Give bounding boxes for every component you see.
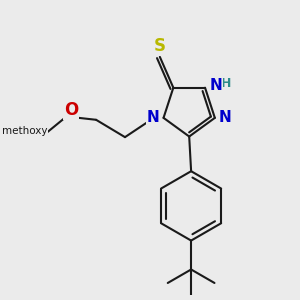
- Text: N: N: [147, 110, 159, 125]
- Text: S: S: [154, 37, 166, 55]
- Text: O: O: [64, 101, 78, 119]
- Text: methoxy: methoxy: [2, 126, 47, 136]
- Text: N: N: [209, 78, 222, 93]
- Text: N: N: [219, 110, 232, 125]
- Text: H: H: [221, 77, 231, 90]
